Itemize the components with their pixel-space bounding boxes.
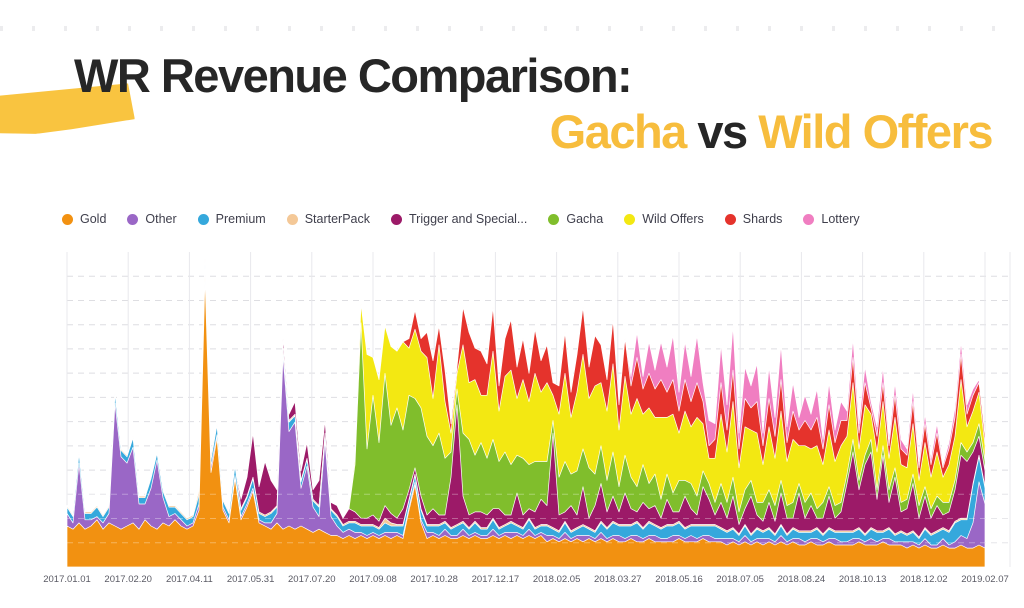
chart-legend: Gold Other Premium StarterPack Trigger and S… <box>62 212 860 226</box>
x-axis-label: 2019.02.07 <box>961 574 1009 585</box>
page-title: WR Revenue Comparison: <box>74 49 633 102</box>
x-axis-label: 2017.02.20 <box>104 574 152 585</box>
top-dotted-decoration <box>0 26 1024 31</box>
area-series-other <box>66 273 986 568</box>
x-axis-label: 2018.05.16 <box>655 574 703 585</box>
x-axis-label: 2018.07.05 <box>716 574 764 585</box>
legend-label: Trigger and Special... <box>409 212 528 226</box>
page-subtitle: Gacha vs Wild Offers <box>549 104 994 159</box>
legend-label: Wild Offers <box>642 212 704 226</box>
legend-item-trigger-and-special[interactable]: Trigger and Special... <box>391 212 527 226</box>
subtitle-vs: vs <box>685 105 759 158</box>
legend-item-wild-offers[interactable]: Wild Offers <box>624 212 704 226</box>
legend-dot-icon <box>391 213 402 225</box>
legend-item-premium[interactable]: Premium <box>197 212 266 226</box>
legend-dot-icon <box>127 213 139 225</box>
legend-label: Lottery <box>821 212 860 226</box>
legend-item-other[interactable]: Other <box>127 212 177 226</box>
legend-dot-icon <box>803 213 815 225</box>
subtitle-wild-offers: Wild Offers <box>758 105 993 158</box>
legend-dot-icon <box>62 213 73 225</box>
x-axis-label: 2017.12.17 <box>472 574 520 585</box>
legend-label: Other <box>145 212 177 226</box>
area-series-gold <box>66 276 986 568</box>
x-axis-label: 2017.05.31 <box>227 574 275 585</box>
legend-dot-icon <box>724 213 736 225</box>
x-axis-label: 2018.02.05 <box>533 574 581 585</box>
legend-item-gold[interactable]: Gold <box>62 212 106 226</box>
x-axis-label: 2018.12.02 <box>900 574 948 585</box>
legend-item-starterpack[interactable]: StarterPack <box>286 212 370 226</box>
legend-dot-icon <box>286 213 298 225</box>
legend-dot-icon <box>548 213 560 225</box>
x-axis-label: 2017.10.28 <box>410 574 458 585</box>
legend-label: Gold <box>80 212 107 226</box>
x-axis-label: 2018.03.27 <box>594 574 642 585</box>
legend-dot-icon <box>197 213 209 225</box>
legend-label: Shards <box>742 212 783 226</box>
x-axis-label: 2017.07.20 <box>288 574 336 585</box>
legend-item-gacha[interactable]: Gacha <box>548 212 603 226</box>
subtitle-gacha: Gacha <box>549 105 688 158</box>
legend-label: Gacha <box>566 212 604 226</box>
x-axis-label: 2017.09.08 <box>349 574 397 585</box>
x-axis-label: 2018.10.13 <box>839 574 887 585</box>
legend-dot-icon <box>624 213 636 225</box>
x-axis-label: 2017.04.11 <box>166 574 213 585</box>
legend-label: StarterPack <box>304 212 370 226</box>
x-axis-label: 2018.08.24 <box>778 574 826 585</box>
legend-label: Premium <box>215 212 266 226</box>
x-axis-label: 2017.01.01 <box>43 574 91 585</box>
legend-item-lottery[interactable]: Lottery <box>803 212 860 226</box>
legend-item-shards[interactable]: Shards <box>724 212 783 226</box>
